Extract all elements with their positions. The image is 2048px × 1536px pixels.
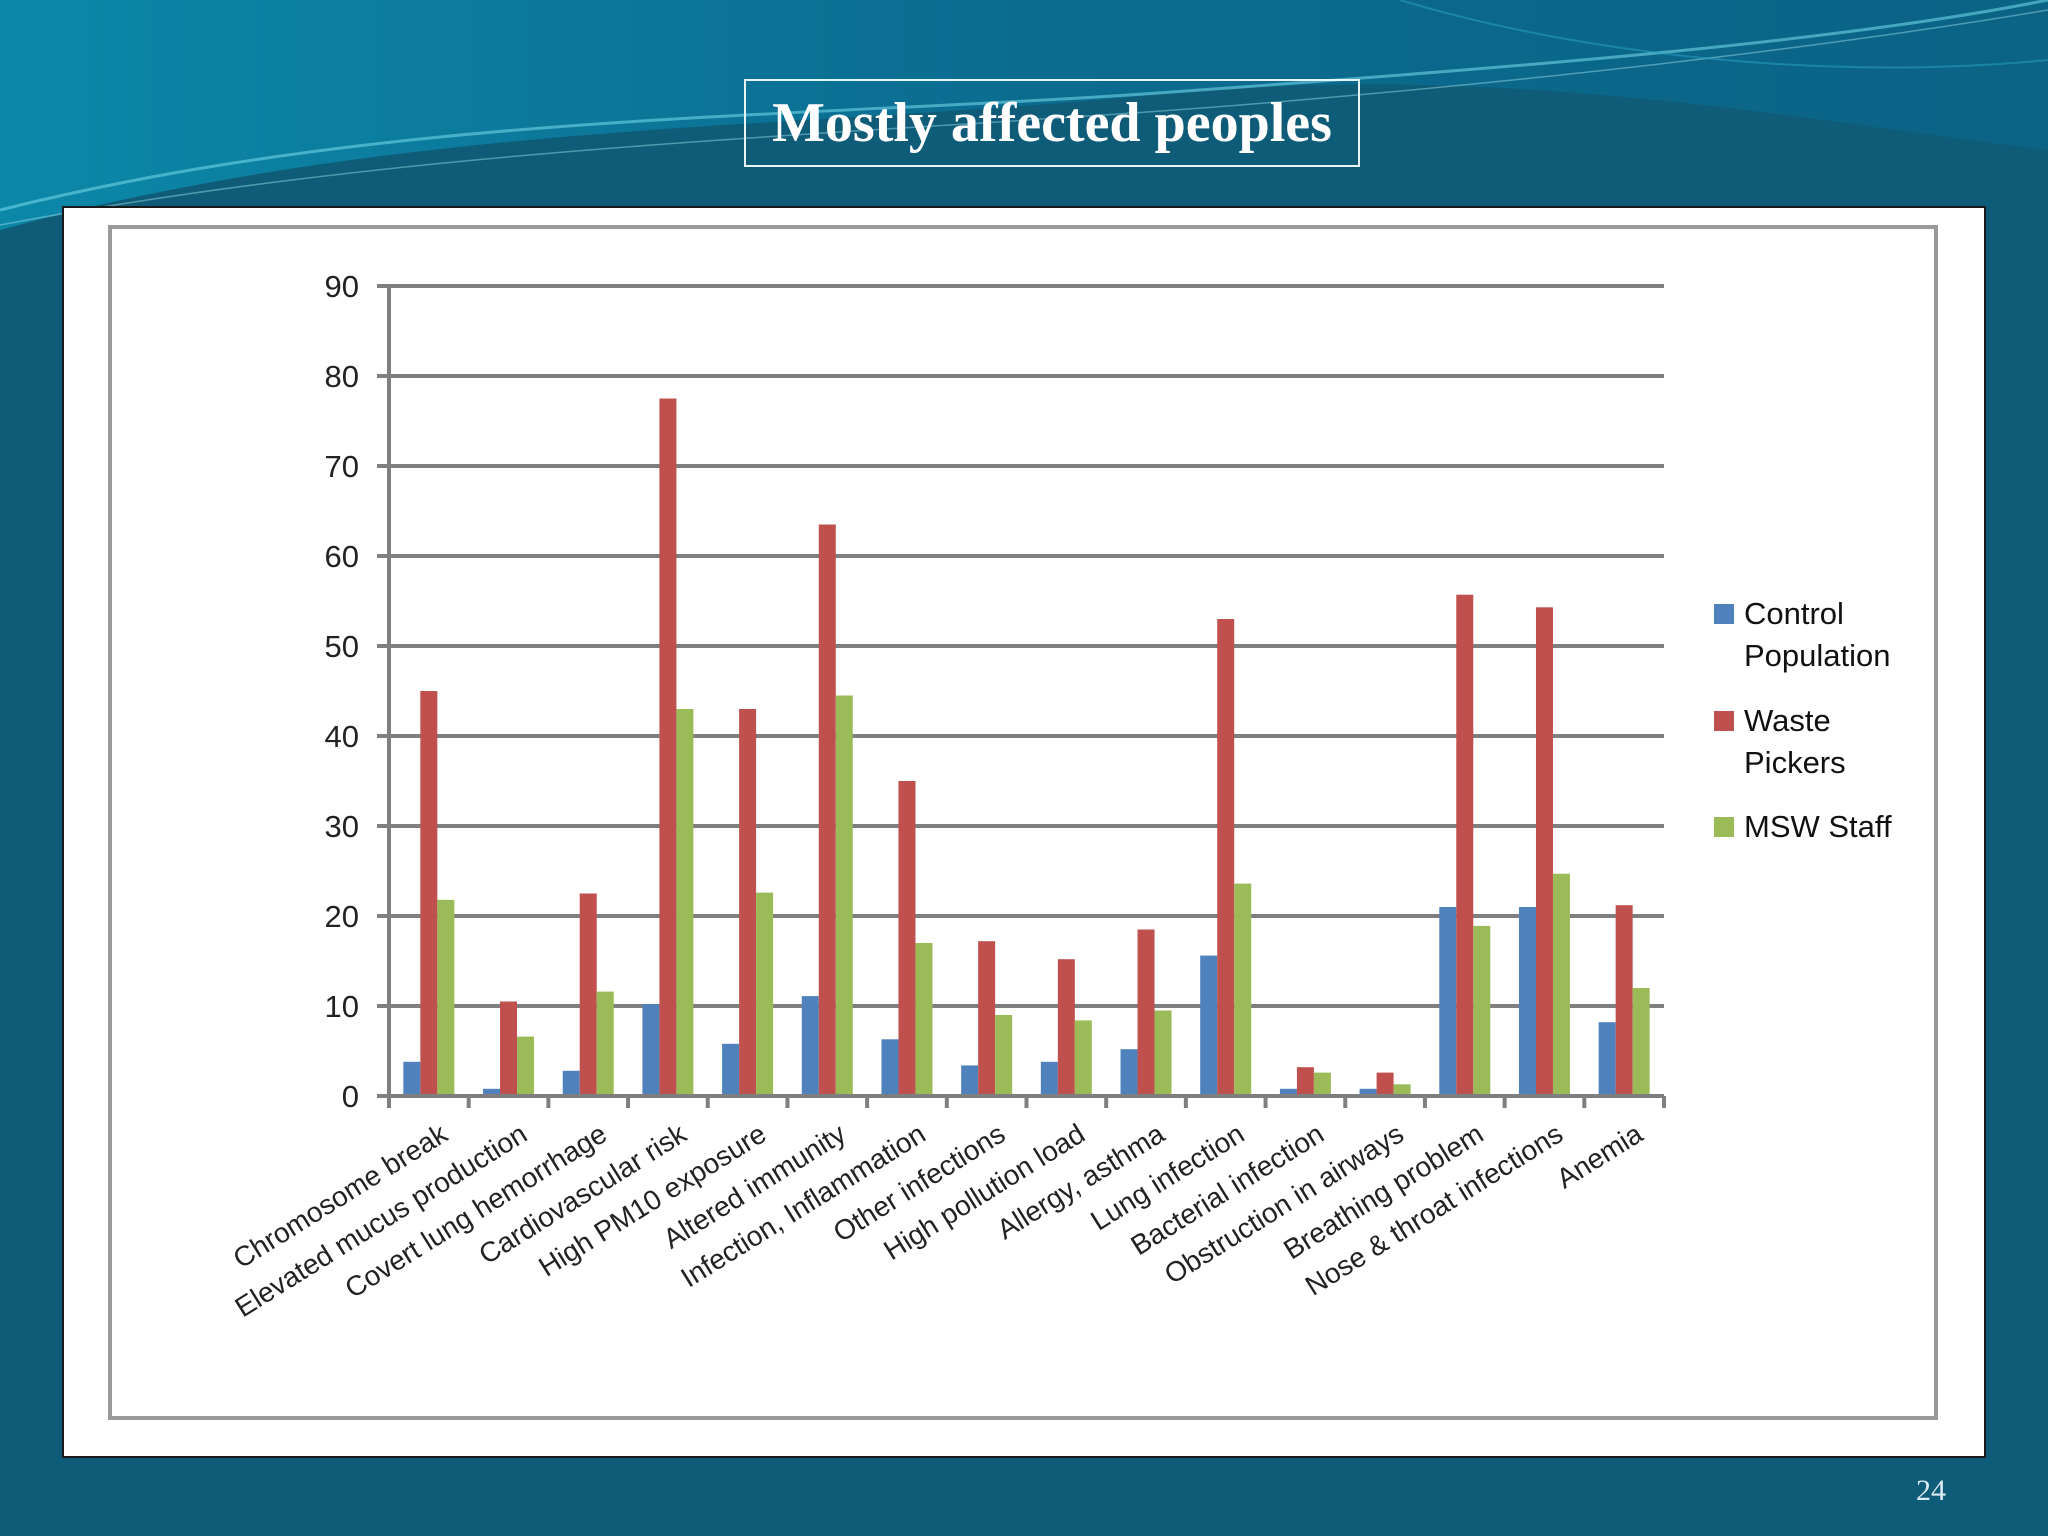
bar-msw-staff-14 xyxy=(1552,873,1570,1096)
bar-waste-pickers-12 xyxy=(1376,1072,1394,1096)
bar-msw-staff-15 xyxy=(1632,988,1650,1096)
bar-control-population-5 xyxy=(801,996,819,1096)
y-tick-label: 90 xyxy=(325,269,359,304)
chart-frame xyxy=(108,225,1938,1420)
bar-waste-pickers-5 xyxy=(818,524,836,1096)
bar-control-population-8 xyxy=(1040,1061,1058,1096)
legend-label: Waste xyxy=(1744,703,1831,738)
slide-title-box: Mostly affected peoples xyxy=(744,79,1360,167)
chart-panel: 0 10 20 30 40 50 60 70 80 90 Chromosome break Elev… xyxy=(62,206,1986,1458)
bar-control-population-11 xyxy=(1279,1088,1297,1096)
bar-msw-staff-11 xyxy=(1313,1072,1331,1096)
bar-control-population-1 xyxy=(483,1088,501,1096)
bar-control-population-9 xyxy=(1120,1049,1138,1096)
legend-label: Population xyxy=(1744,638,1891,673)
bar-msw-staff-0 xyxy=(437,899,455,1096)
bar-control-population-12 xyxy=(1359,1088,1377,1096)
y-tick-label: 80 xyxy=(325,359,359,394)
bar-waste-pickers-13 xyxy=(1456,594,1474,1096)
bar-msw-staff-3 xyxy=(676,709,694,1096)
bar-waste-pickers-15 xyxy=(1615,905,1633,1096)
bar-msw-staff-2 xyxy=(596,991,614,1096)
y-tick-label: 40 xyxy=(325,719,359,754)
bar-control-population-0 xyxy=(403,1061,421,1096)
bar-control-population-10 xyxy=(1200,955,1218,1096)
legend-label: Control xyxy=(1744,596,1844,631)
bars xyxy=(403,398,1650,1096)
header-wave xyxy=(0,0,2048,230)
legend-swatch-1 xyxy=(1714,711,1734,731)
bar-msw-staff-5 xyxy=(835,695,853,1096)
legend: Control Population Waste Pickers MSW Staff xyxy=(1714,596,1892,844)
bar-msw-staff-9 xyxy=(1154,1010,1172,1096)
bar-waste-pickers-7 xyxy=(978,941,996,1096)
legend-swatch-2 xyxy=(1714,817,1734,837)
y-tick-labels: 0 10 20 30 40 50 60 70 80 90 xyxy=(325,269,359,1114)
y-tick-label: 50 xyxy=(325,629,359,664)
bar-waste-pickers-11 xyxy=(1296,1067,1314,1096)
bar-waste-pickers-9 xyxy=(1137,929,1155,1096)
legend-label: MSW Staff xyxy=(1744,809,1892,844)
bar-msw-staff-7 xyxy=(995,1015,1013,1096)
bar-waste-pickers-6 xyxy=(898,781,916,1096)
gridlines xyxy=(377,284,1664,1098)
bar-waste-pickers-1 xyxy=(500,1001,518,1096)
bar-msw-staff-8 xyxy=(1074,1020,1092,1096)
bar-msw-staff-1 xyxy=(517,1036,535,1096)
bar-waste-pickers-10 xyxy=(1217,619,1235,1096)
bar-msw-staff-10 xyxy=(1234,883,1252,1096)
legend-swatch-0 xyxy=(1714,604,1734,624)
bar-control-population-4 xyxy=(722,1043,740,1096)
y-tick-label: 60 xyxy=(325,539,359,574)
page-number: 24 xyxy=(1916,1474,1946,1507)
bar-waste-pickers-4 xyxy=(739,709,757,1096)
bar-waste-pickers-0 xyxy=(420,691,438,1096)
bar-control-population-15 xyxy=(1598,1022,1616,1096)
y-tick-label: 70 xyxy=(325,449,359,484)
header-swoosh xyxy=(0,0,2048,212)
bar-msw-staff-4 xyxy=(756,892,774,1096)
y-tick-label: 10 xyxy=(325,989,359,1024)
bar-control-population-13 xyxy=(1439,907,1457,1096)
bar-control-population-3 xyxy=(642,1004,660,1096)
bar-waste-pickers-14 xyxy=(1535,607,1553,1096)
axes xyxy=(387,286,1666,1108)
y-tick-label: 30 xyxy=(325,809,359,844)
bar-msw-staff-6 xyxy=(915,943,933,1096)
bar-msw-staff-12 xyxy=(1393,1084,1411,1096)
bar-waste-pickers-8 xyxy=(1057,959,1075,1096)
bar-waste-pickers-3 xyxy=(659,398,677,1096)
legend-label: Pickers xyxy=(1744,745,1846,780)
slide-title: Mostly affected peoples xyxy=(772,92,1332,154)
bar-control-population-2 xyxy=(562,1070,580,1096)
bar-control-population-6 xyxy=(881,1039,899,1096)
bar-waste-pickers-2 xyxy=(579,893,597,1096)
bar-msw-staff-13 xyxy=(1473,925,1491,1096)
bar-control-population-14 xyxy=(1518,907,1536,1096)
y-tick-label: 20 xyxy=(325,899,359,934)
y-tick-label: 0 xyxy=(342,1079,359,1114)
bar-control-population-7 xyxy=(961,1065,979,1096)
